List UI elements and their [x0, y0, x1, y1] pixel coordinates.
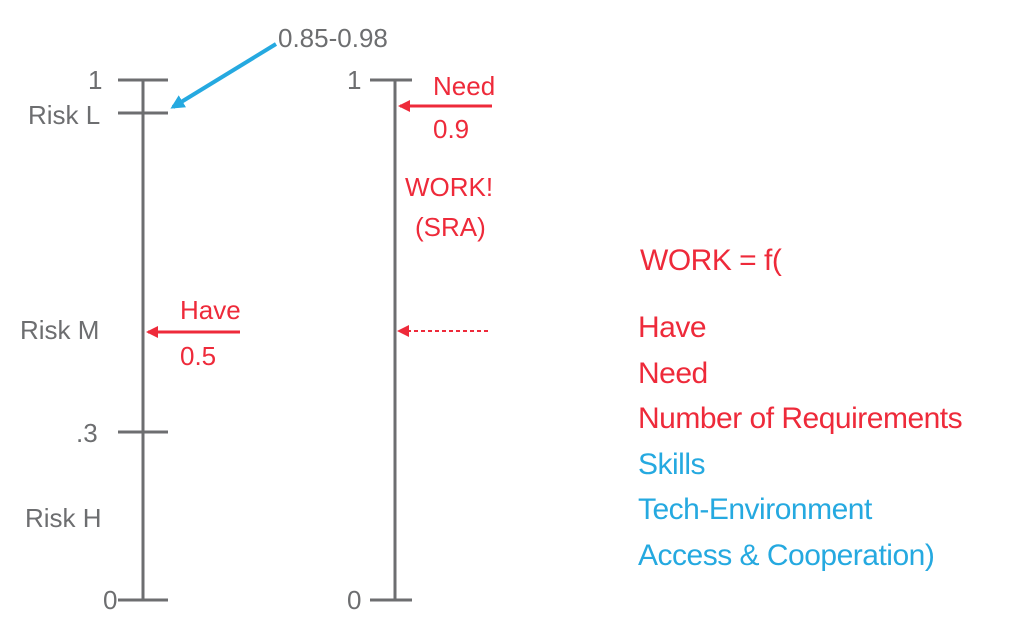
factor-need: Need — [638, 357, 708, 390]
factor-skills: Skills — [638, 448, 705, 481]
dashed-arrow-head — [397, 325, 409, 337]
factor-have: Have — [638, 311, 706, 344]
risk-high-label: Risk H — [25, 503, 102, 533]
left-mid-value: .3 — [76, 418, 98, 448]
risk-low-label: Risk L — [28, 100, 100, 130]
work-label: WORK! — [405, 172, 493, 202]
right-scale: 1 0 Need 0.9 WORK! (SRA) — [347, 65, 495, 615]
factor-access-cooperation: Access & Cooperation) — [638, 539, 934, 572]
factor-number-of-requirements: Number of Requirements — [638, 402, 962, 435]
formula-heading: WORK = f( — [640, 244, 782, 277]
need-value: 0.9 — [433, 114, 469, 144]
left-top-value: 1 — [88, 65, 102, 95]
left-bottom-value: 0 — [103, 585, 117, 615]
range-callout-arrow — [170, 42, 278, 109]
right-bottom-value: 0 — [347, 585, 361, 615]
have-value: 0.5 — [180, 341, 216, 371]
range-callout-label: 0.85-0.98 — [278, 23, 388, 53]
have-label: Have — [180, 295, 241, 325]
work-sub-label: (SRA) — [415, 212, 486, 242]
right-top-value: 1 — [347, 65, 361, 95]
need-label: Need — [433, 71, 495, 101]
factor-tech-environment: Tech-Environment — [638, 493, 873, 526]
left-scale: 1 Risk L Risk M .3 Risk H 0 0.85-0.98 Ha… — [20, 23, 388, 615]
risk-medium-label: Risk M — [20, 315, 99, 345]
formula-block: WORK = f( Have Need Number of Requiremen… — [638, 244, 963, 572]
